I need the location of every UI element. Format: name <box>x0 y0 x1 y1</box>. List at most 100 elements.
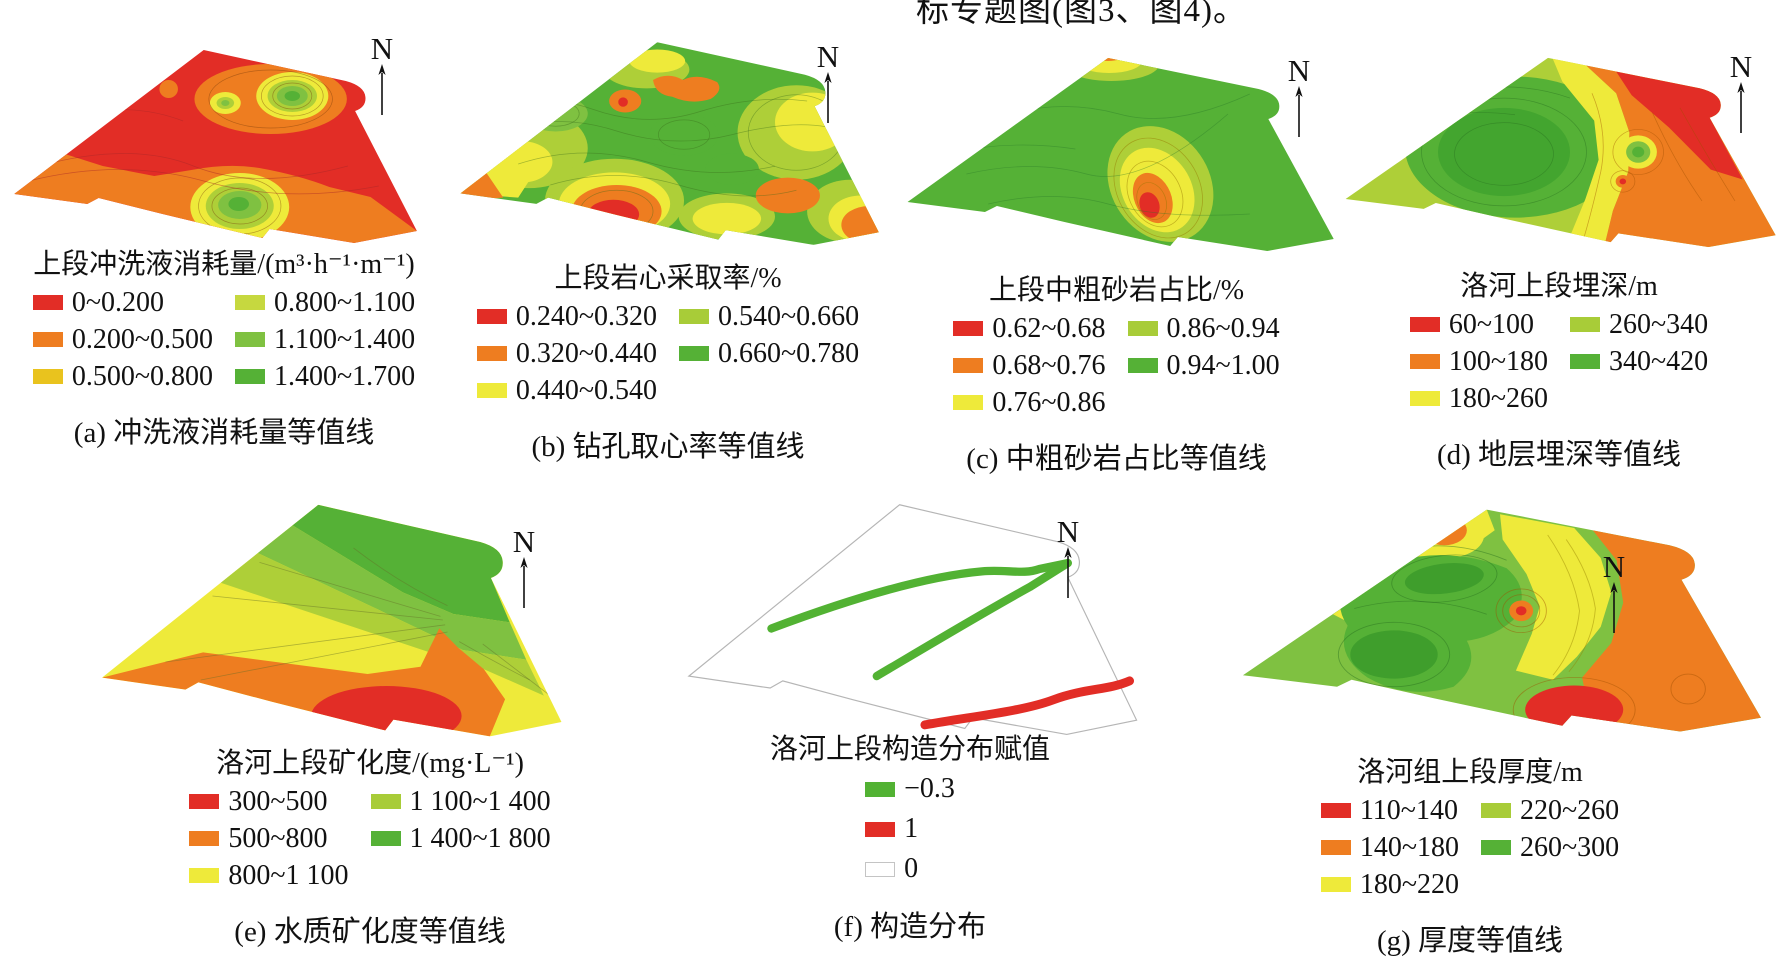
legend-item: 0.94~1.00 <box>1127 347 1280 384</box>
legend-label: 0.76~0.86 <box>992 386 1106 418</box>
legend-title: 上段岩心采取率/% <box>554 263 782 294</box>
legend-item: 1.400~1.700 <box>235 358 415 395</box>
legend-e: 洛河上段矿化度/(mg·L⁻¹) 300~500 500~800 800~1 1… <box>189 745 551 894</box>
legend-swatch <box>1320 803 1351 818</box>
legend-item: 1 100~1 400 <box>370 783 551 820</box>
legend-item: 340~420 <box>1570 343 1708 380</box>
legend-swatch <box>1127 358 1158 373</box>
legend-item: 60~100 <box>1409 306 1548 343</box>
legend-item: 0~0.200 <box>32 284 213 321</box>
legend-item: 0.62~0.68 <box>953 310 1106 347</box>
north-arrow: N <box>508 524 540 609</box>
legend-item: 260~340 <box>1570 306 1708 343</box>
legend-label: 100~180 <box>1448 345 1548 377</box>
legend-label: 0.86~0.94 <box>1166 312 1280 344</box>
map-area-a: N <box>8 30 440 246</box>
north-arrow: N <box>1283 53 1315 138</box>
north-arrow-icon <box>1737 82 1745 133</box>
legend-swatch <box>370 831 401 846</box>
legend-swatch <box>679 309 709 324</box>
legend-item: 0.200~0.500 <box>32 321 213 358</box>
legend-item: 0.500~0.800 <box>32 358 213 395</box>
caption-d: (d) 地层埋深等值线 <box>1436 439 1682 471</box>
north-label: N <box>512 524 536 559</box>
legend-label: 110~140 <box>1359 794 1458 826</box>
legend-label: 0.440~0.540 <box>515 374 657 406</box>
legend-item: 0.320~0.440 <box>476 335 657 372</box>
north-label: N <box>1287 53 1311 88</box>
legend-item: 0.660~0.780 <box>679 335 859 372</box>
legend-item: 1 400~1 800 <box>370 820 551 857</box>
legend-item: 0.86~0.94 <box>1127 310 1280 347</box>
legend-label: 0.94~1.00 <box>1166 349 1280 381</box>
legend-label: 60~100 <box>1448 308 1534 340</box>
map-area-e: N <box>90 455 570 745</box>
north-label: N <box>1056 514 1080 549</box>
legend-label: 180~260 <box>1448 382 1548 414</box>
legend-item: 100~180 <box>1409 343 1548 380</box>
legend-swatch <box>953 321 984 336</box>
caption-a: (a) 冲洗液消耗量等值线 <box>73 417 375 449</box>
legend-swatch <box>476 346 507 361</box>
contour-map-flushing-fluid <box>14 50 417 243</box>
legend-title: 上段冲洗液消耗量/(m³·h⁻¹·m⁻¹) <box>33 249 415 280</box>
legend-swatch <box>32 295 63 310</box>
legend-swatch <box>189 868 220 883</box>
legend-swatch <box>370 794 401 809</box>
legend-item: 0.540~0.660 <box>679 298 859 335</box>
caption-f: (f) 构造分布 <box>833 911 987 943</box>
contour-map-mineralization <box>102 504 562 737</box>
legend-label: 1 100~1 400 <box>409 785 551 817</box>
legend-title: 洛河上段埋深/m <box>1460 271 1658 302</box>
legend-item: 0.76~0.86 <box>953 384 1106 421</box>
legend-label: 260~300 <box>1520 831 1620 863</box>
top-cropped-text: 标专题图(图3、图4)。 <box>916 0 1247 29</box>
legend-item: 0.68~0.76 <box>953 347 1106 384</box>
legend-label: 0.500~0.800 <box>71 360 213 392</box>
legend-item: 0.240~0.320 <box>476 298 657 335</box>
legend-item: 300~500 <box>189 783 348 820</box>
legend-swatch <box>1570 317 1600 332</box>
legend-swatch <box>189 831 220 846</box>
fault-line-green-upper <box>767 558 1072 633</box>
caption-b: (b) 钻孔取心率等值线 <box>531 431 805 463</box>
legend-swatch <box>1409 391 1440 406</box>
legend-label: 0~0.200 <box>71 286 164 318</box>
legend-label: 800~1 100 <box>228 859 349 891</box>
legend-item: 0.440~0.540 <box>476 372 657 409</box>
panel-b: N 上段岩心采取率/% 0.240~0.320 0.320~0.440 0.44… <box>448 30 888 465</box>
legend-swatch <box>476 309 507 324</box>
north-label: N <box>370 31 394 66</box>
legend-label: 0.68~0.76 <box>992 349 1106 381</box>
legend-swatch <box>1481 803 1511 818</box>
legend-label: 1.100~1.400 <box>274 323 416 355</box>
legend-swatch <box>32 369 63 384</box>
contour-map-burial-depth <box>1345 57 1776 248</box>
legend-item: 1 <box>865 809 955 849</box>
legend-swatch <box>1481 840 1511 855</box>
legend-d: 洛河上段埋深/m 60~100 100~180 180~260 260~340 … <box>1409 268 1708 417</box>
legend-label: 1 <box>904 813 919 844</box>
north-label: N <box>816 39 840 74</box>
legend-item: 0 <box>865 849 955 889</box>
legend-item: −0.3 <box>865 769 955 809</box>
north-arrow: N <box>1725 51 1757 134</box>
legend-label: 1 400~1 800 <box>409 822 551 854</box>
north-arrow: N <box>366 31 398 116</box>
legend-swatch <box>32 332 63 347</box>
legend-label: 0.660~0.780 <box>718 337 860 369</box>
legend-item: 260~300 <box>1481 829 1619 866</box>
legend-swatch <box>865 821 896 837</box>
panel-g: N 洛河组上段厚度/m 110~140 140~180 180~220 220~… <box>1225 460 1765 959</box>
caption-c: (c) 中粗砂岩占比等值线 <box>966 443 1267 475</box>
legend-swatch <box>1320 877 1351 892</box>
legend-swatch <box>1127 321 1158 336</box>
legend-swatch <box>235 332 265 347</box>
legend-label: 1.400~1.700 <box>274 360 416 392</box>
contour-map-thickness <box>1242 509 1762 732</box>
legend-item: 220~260 <box>1481 792 1619 829</box>
panel-d: N 洛河上段埋深/m 60~100 100~180 180~260 260~34… <box>1337 30 1781 473</box>
legend-swatch <box>865 861 896 877</box>
contour-map-sandstone-ratio <box>907 58 1334 251</box>
legend-item: 140~180 <box>1320 829 1459 866</box>
